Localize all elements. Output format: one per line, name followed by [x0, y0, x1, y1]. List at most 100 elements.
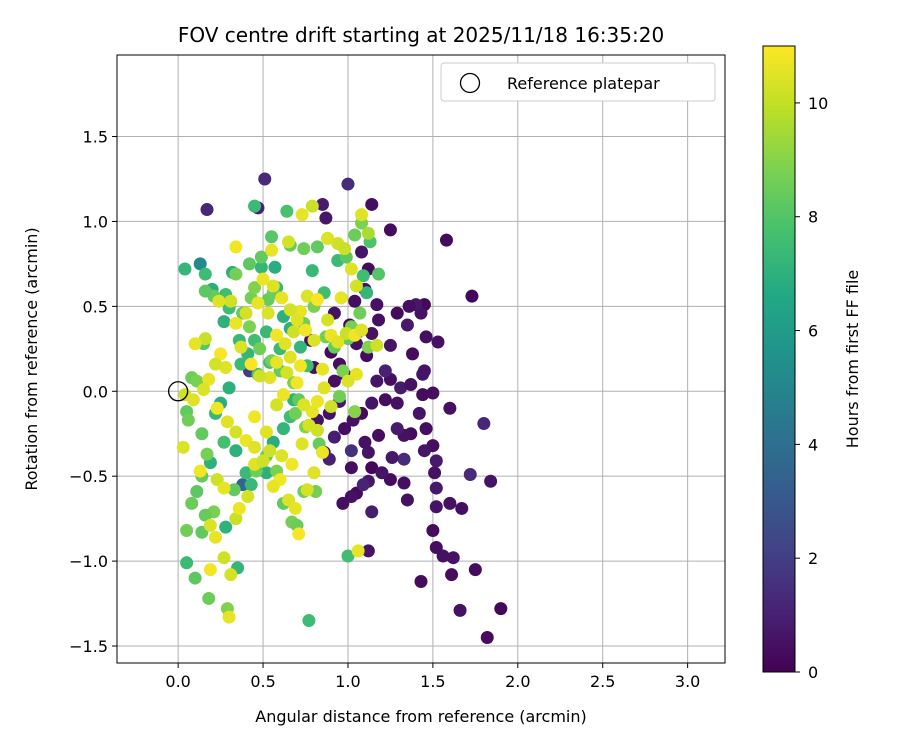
data-point: [370, 374, 384, 388]
data-point: [209, 530, 223, 544]
data-point: [295, 208, 309, 222]
data-point: [253, 369, 267, 383]
data-point: [445, 568, 459, 582]
y-tick-label: 1.0: [83, 212, 108, 231]
data-point: [426, 386, 440, 400]
data-point: [349, 279, 363, 293]
legend-label: Reference platepar: [507, 74, 660, 93]
data-point: [178, 262, 192, 276]
data-point: [300, 289, 314, 303]
data-point: [219, 360, 233, 374]
data-point: [439, 233, 453, 247]
data-point: [394, 381, 408, 395]
data-point: [300, 483, 314, 497]
data-point: [365, 461, 379, 475]
data-point: [242, 257, 256, 271]
data-point: [307, 466, 321, 480]
y-tick-label: −1.5: [69, 637, 108, 656]
data-point: [310, 293, 324, 307]
data-point: [186, 393, 200, 407]
data-point: [263, 444, 277, 458]
data-point: [224, 568, 238, 582]
data-point: [372, 428, 386, 442]
data-point: [229, 512, 243, 526]
data-point: [217, 315, 231, 329]
data-point: [180, 556, 194, 570]
data-point: [348, 294, 362, 308]
y-tick-label: −0.5: [69, 467, 108, 486]
data-point: [365, 505, 379, 519]
data-point: [280, 204, 294, 218]
data-point: [290, 313, 304, 327]
data-point: [353, 306, 367, 320]
x-tick-label: 0.0: [165, 672, 190, 691]
data-point: [378, 364, 392, 378]
colorbar-ticks: 0 2 4 6 8 10: [795, 94, 828, 682]
x-tick-label: 1.5: [420, 672, 445, 691]
data-point: [390, 306, 404, 320]
data-point: [331, 335, 345, 349]
data-point: [222, 381, 236, 395]
data-point: [229, 444, 243, 458]
data-point: [293, 359, 307, 373]
data-point: [378, 393, 392, 407]
data-point: [227, 483, 241, 497]
y-tick-label: 0.0: [83, 382, 108, 401]
data-point: [234, 340, 248, 354]
data-point: [288, 501, 302, 515]
data-point: [193, 464, 207, 478]
colorbar-tick-label: 6: [808, 322, 818, 341]
data-point: [305, 264, 319, 278]
data-point: [402, 299, 416, 313]
data-point: [310, 394, 324, 408]
colorbar-tick-label: 2: [808, 549, 818, 568]
colorbar-tick-label: 10: [808, 94, 828, 113]
data-point: [188, 571, 202, 585]
data-point: [397, 476, 411, 490]
data-point: [426, 524, 440, 538]
data-point: [185, 496, 199, 510]
data-point: [375, 466, 389, 480]
data-point: [198, 284, 212, 298]
data-point: [365, 327, 379, 341]
data-point: [259, 425, 273, 439]
data-point: [365, 396, 379, 410]
data-point: [299, 323, 313, 337]
data-point: [431, 335, 445, 349]
data-point: [198, 508, 212, 522]
data-point: [370, 338, 384, 352]
data-point: [244, 478, 258, 492]
data-point: [355, 323, 369, 337]
data-point: [259, 325, 273, 339]
data-point: [203, 518, 217, 532]
data-point: [285, 457, 299, 471]
data-point: [195, 427, 209, 441]
data-point: [244, 357, 258, 371]
data-point: [276, 422, 290, 436]
data-point: [295, 437, 309, 451]
data-point: [293, 340, 307, 354]
x-tick-label: 3.0: [675, 672, 700, 691]
y-tick-label: 0.5: [83, 297, 108, 316]
data-point: [217, 481, 231, 495]
data-point: [256, 272, 270, 286]
data-point: [383, 223, 397, 237]
data-point: [209, 357, 223, 371]
data-point: [319, 211, 333, 225]
data-point: [248, 410, 262, 424]
data-point: [406, 347, 420, 361]
data-point: [446, 551, 460, 565]
data-point: [224, 294, 238, 308]
data-point: [334, 291, 348, 305]
data-point: [361, 544, 375, 558]
data-point: [484, 474, 498, 488]
data-point: [270, 398, 284, 412]
data-point: [327, 430, 341, 444]
data-point: [256, 454, 270, 468]
axis-ticks: 0.0 0.5 1.0 1.5 2.0 2.5 3.0 −1.5 −1.0 −0.5 0.0 0.5 1…: [69, 128, 700, 691]
data-point: [265, 230, 279, 244]
data-point: [315, 362, 329, 376]
data-point: [283, 303, 297, 317]
data-point: [266, 279, 280, 293]
